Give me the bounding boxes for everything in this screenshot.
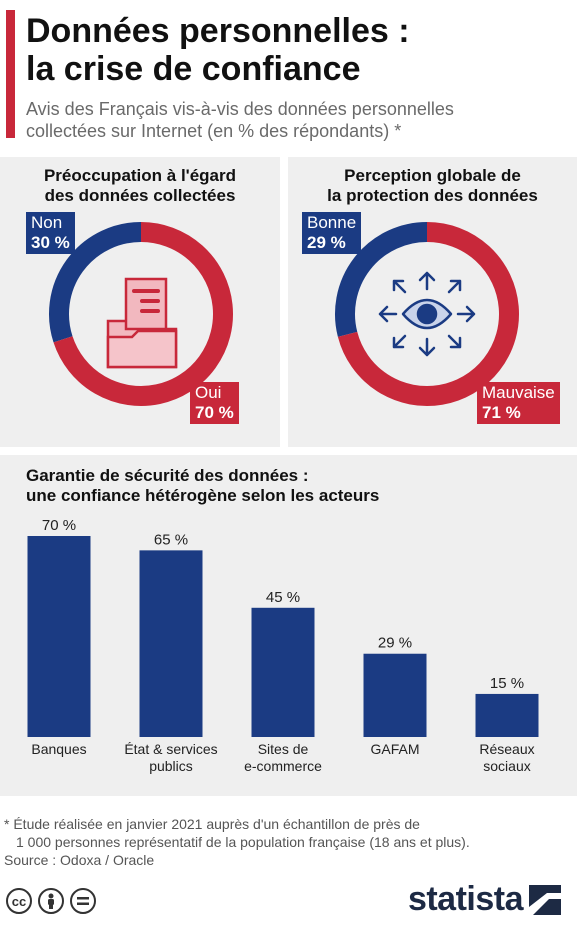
security-title-line-1: Garantie de sécurité des données :: [26, 466, 309, 485]
bar-value-label-3: 29 %: [378, 635, 412, 652]
concern-no-label: Non: [31, 213, 63, 232]
nd-icon[interactable]: [70, 888, 96, 914]
bar-category-label-0-0: Banques: [31, 741, 86, 757]
perception-good-value: 29 %: [307, 233, 346, 252]
subtitle-line-1: Avis des Français vis-à-vis des données …: [26, 99, 454, 119]
bar-category-label-2-1: e-commerce: [244, 758, 322, 774]
perception-good-tag: Bonne 29 %: [302, 212, 362, 254]
bar-value-label-4: 15 %: [490, 675, 524, 692]
bar-value-label-1: 65 %: [154, 531, 188, 548]
bar-3: [363, 653, 427, 737]
perception-title-line-1: Perception globale de: [344, 166, 521, 185]
security-title-line-2: une confiance hétérogène selon les acteu…: [26, 486, 380, 505]
bar-category-label-2-0: Sites de: [258, 741, 309, 757]
statista-logo[interactable]: statista: [408, 880, 561, 919]
perception-title: Perception globale de la protection des …: [288, 166, 577, 206]
perception-panel: Perception globale de la protection des …: [288, 157, 577, 447]
donut-slice-bonne: [335, 222, 428, 337]
bar-value-label-0: 70 %: [42, 517, 76, 534]
page-title: Données personnelles : la crise de confi…: [26, 12, 410, 88]
bar-value-label-2: 45 %: [266, 589, 300, 606]
by-icon[interactable]: [38, 888, 64, 914]
bar-0: [27, 536, 91, 737]
cc-icon[interactable]: cc: [6, 888, 32, 914]
statista-wordmark: statista: [407, 880, 524, 918]
perception-good-label: Bonne: [307, 213, 357, 232]
concern-yes-label: Oui: [195, 383, 222, 402]
footnote: * Étude réalisée en janvier 2021 auprès …: [4, 815, 470, 869]
subtitle-line-2: collectées sur Internet (en % des répond…: [26, 121, 402, 141]
license-icons: cc: [6, 888, 96, 914]
concern-title-line-1: Préoccupation à l'égard: [43, 166, 237, 185]
concern-yes-value: 70 %: [195, 403, 234, 422]
statista-mark-icon: [529, 884, 561, 915]
perception-bad-tag: Mauvaise 71 %: [477, 382, 560, 424]
concern-no-tag: Non 30 %: [26, 212, 75, 254]
bar-category-label-4-1: sociaux: [483, 758, 530, 774]
bar-category-label-1-1: publics: [149, 758, 193, 774]
concern-no-value: 30 %: [31, 233, 70, 252]
concern-donut: [49, 222, 233, 406]
title-line-1: Données personnelles :: [26, 12, 410, 50]
donut-slice-oui: [53, 222, 233, 406]
concern-panel: Préoccupation à l'égard des données coll…: [0, 157, 280, 447]
footnote-line-2: 1 000 personnes représentatif de la popu…: [16, 834, 470, 850]
bar-category-label-1-0: État & services: [124, 741, 217, 757]
perception-donut: [335, 222, 519, 406]
concern-yes-tag: Oui 70 %: [190, 382, 239, 424]
perception-bad-label: Mauvaise: [482, 383, 555, 402]
title-accent-bar: [6, 10, 15, 138]
donut-slice-non: [49, 222, 142, 343]
folder-document-icon: [106, 277, 178, 369]
bar-1: [139, 550, 203, 737]
eye-arrows-icon: [378, 271, 476, 357]
bar-category-label-4-0: Réseaux: [479, 741, 534, 757]
title-line-2: la crise de confiance: [26, 50, 361, 88]
donut-slice-mauvaise: [337, 222, 519, 406]
perception-bad-value: 71 %: [482, 403, 521, 422]
bar-category-label-3-0: GAFAM: [370, 741, 419, 757]
source-text: Source : Odoxa / Oracle: [4, 852, 155, 868]
concern-title-line-2: des données collectées: [44, 186, 236, 205]
bar-4: [475, 693, 539, 737]
page-subtitle: Avis des Français vis-à-vis des données …: [26, 98, 566, 142]
concern-title: Préoccupation à l'égard des données coll…: [0, 166, 280, 206]
security-title: Garantie de sécurité des données : une c…: [26, 466, 379, 506]
bar-2: [251, 607, 315, 737]
perception-title-line-2: la protection des données: [327, 186, 538, 205]
footnote-line-1: * Étude réalisée en janvier 2021 auprès …: [4, 816, 420, 832]
